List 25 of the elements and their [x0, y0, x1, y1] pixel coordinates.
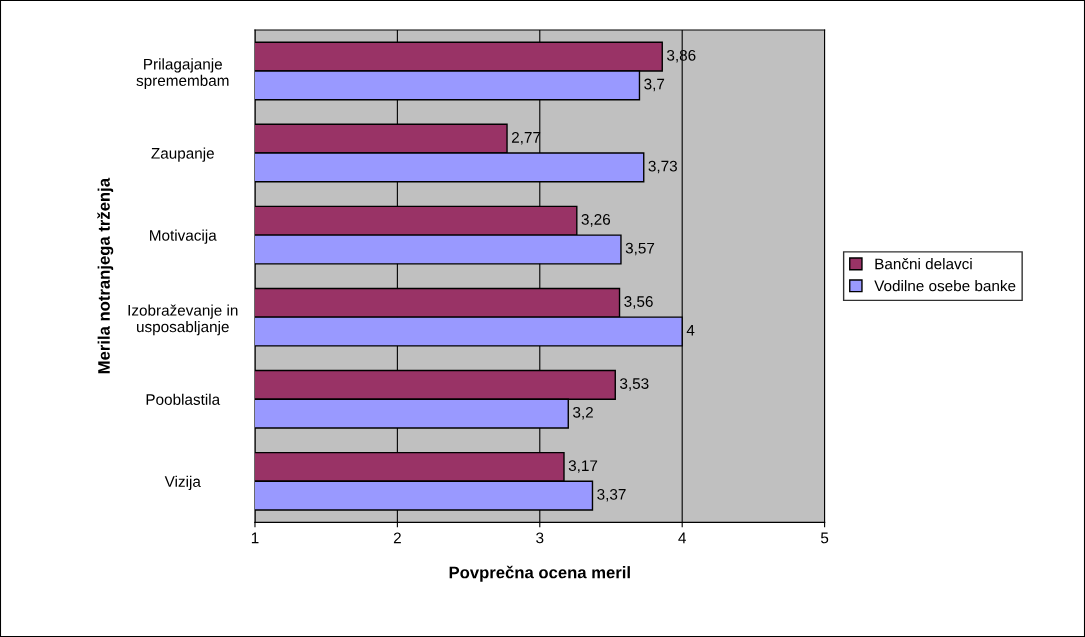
y-tick-label: Motivacija — [150, 229, 217, 244]
y-tick-label: Izobraževanje in usposabljanje — [128, 304, 238, 336]
x-axis-title: Povprečna ocena meril — [449, 565, 630, 582]
data-label: 3,57 — [625, 242, 655, 256]
data-label: 3,2 — [573, 406, 593, 420]
y-tick-label: Pooblastila — [146, 393, 221, 405]
data-label: 3,37 — [597, 488, 626, 502]
x-tick-label: 3 — [536, 532, 544, 544]
y-tick-label: Zaupanje — [151, 147, 214, 162]
x-tick-label: 4 — [678, 532, 686, 544]
data-label: 4 — [686, 324, 695, 336]
data-label: 3,7 — [644, 78, 665, 92]
data-label: 3,56 — [624, 296, 653, 309]
data-label: 3,73 — [648, 160, 677, 174]
legend-label: Bančni delavci — [875, 258, 972, 270]
x-tick-label: 1 — [251, 532, 259, 544]
x-tick-label: 5 — [820, 532, 829, 544]
y-tick-label: Vizija — [164, 475, 201, 491]
data-label: 3,17 — [568, 460, 598, 473]
data-label: 3,26 — [581, 214, 611, 227]
data-label: 3,53 — [620, 378, 649, 391]
x-tick-label: 2 — [393, 532, 401, 544]
y-axis-title: Merila notranjega trženja — [97, 177, 114, 374]
y-tick-label: Prilagajanje spremembam — [136, 58, 229, 90]
legend-label: Vodilne osebe banke — [874, 280, 1016, 292]
